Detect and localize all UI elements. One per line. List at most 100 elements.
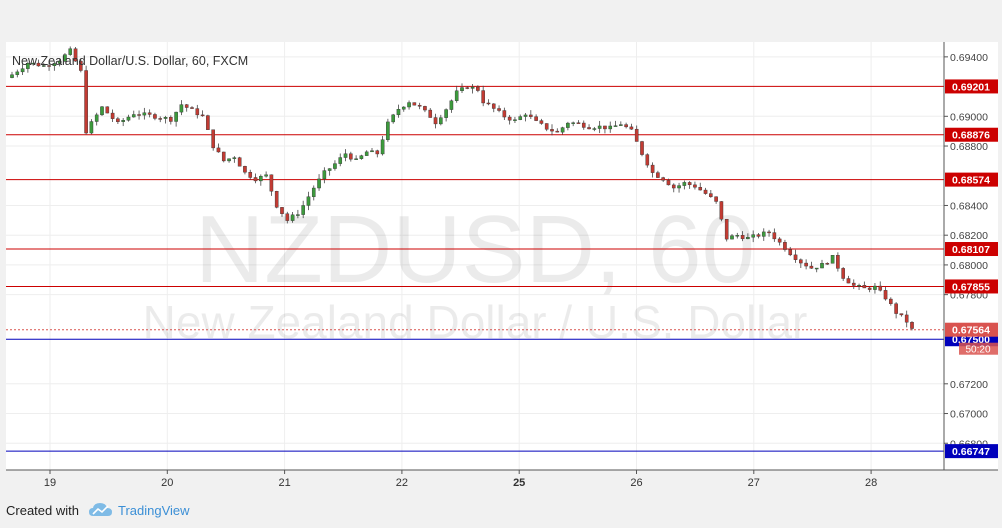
x-tick-label: 20 [161, 477, 173, 489]
candle-body [899, 313, 904, 316]
candle-body [428, 109, 433, 118]
x-tick-label: 22 [396, 477, 408, 489]
candle-body [851, 282, 856, 286]
tradingview-brand-link[interactable]: TradingView [118, 503, 190, 518]
candle-body [391, 114, 395, 123]
candle-body [184, 104, 189, 108]
candle-body [576, 122, 581, 124]
candle-body [15, 71, 20, 75]
candle-body [714, 196, 718, 202]
candle-body [243, 166, 247, 173]
footer: Created with TradingView [0, 494, 1002, 528]
candle-body [465, 87, 470, 89]
candle-body [317, 178, 321, 189]
candle-body [285, 213, 290, 221]
candle-body [857, 285, 861, 287]
candle-body [386, 121, 390, 140]
candle-body [486, 102, 491, 105]
candle-body [820, 263, 824, 269]
candle-body [470, 86, 475, 89]
level-tag-label: 0.66747 [952, 446, 990, 458]
candle-body [137, 114, 141, 116]
y-tick-label: 0.69000 [950, 111, 988, 123]
candle-body [333, 163, 337, 169]
candle-body [274, 191, 279, 208]
candle-body [153, 114, 157, 119]
candle-body [846, 278, 851, 284]
candle-body [10, 74, 14, 78]
candle-body [809, 265, 814, 269]
candle-body [587, 127, 591, 130]
candle-body [825, 263, 830, 265]
candle-body [142, 112, 147, 116]
countdown-tag [959, 342, 998, 355]
x-tick-label: 21 [278, 477, 290, 489]
price-chart[interactable]: NZDUSD, 60 New Zealand Dollar / U.S. Dol… [0, 0, 1002, 494]
candle-body [47, 65, 51, 67]
grid [6, 42, 944, 470]
candle-body [698, 187, 703, 191]
tradingview-cloud-icon[interactable] [88, 501, 114, 519]
candle-body [301, 205, 305, 215]
candle-body [814, 267, 819, 270]
candle-body [433, 117, 438, 125]
candle-body [534, 116, 538, 121]
candle-body [878, 285, 883, 291]
candle-body [131, 114, 136, 118]
candle-body [163, 117, 168, 119]
level-tag-label: 0.67855 [952, 281, 990, 293]
candle-body [52, 63, 57, 67]
candle-body [904, 314, 909, 323]
candle-body [693, 184, 697, 188]
plot-area [6, 42, 944, 470]
candle-body [253, 177, 258, 182]
price-axis-level-labels: 0.69201 0.68876 0.68574 0.68107 0.67855 0.675… [945, 79, 998, 459]
candle-body [100, 106, 104, 116]
candle-body [624, 124, 628, 128]
candle-body [491, 103, 496, 109]
x-tick-label: 25 [513, 477, 525, 489]
candle-body [460, 87, 464, 92]
candle-body [280, 207, 284, 214]
candle-body [629, 126, 634, 130]
candle-body [889, 298, 893, 304]
candle-body [566, 122, 570, 128]
candle-body [26, 63, 30, 69]
candle-body [603, 125, 607, 130]
candle-body [306, 196, 311, 206]
candle-body [709, 193, 713, 197]
candle-body [640, 141, 644, 155]
candle-body [481, 90, 485, 104]
candle-body [772, 232, 777, 240]
candle-body [89, 121, 94, 134]
candle-body [767, 231, 771, 234]
candle-body [761, 231, 766, 237]
level-tag [945, 242, 998, 257]
candle-body [423, 106, 427, 111]
candle-body [105, 106, 110, 114]
candle-body [703, 189, 708, 194]
candle-body [671, 184, 676, 189]
candle-body [354, 158, 358, 160]
candle-body [211, 129, 215, 149]
candle-body [269, 174, 274, 192]
candle-body [497, 108, 501, 111]
candle-body [682, 182, 687, 186]
candle-body [687, 182, 692, 186]
level-tag-label: 0.68107 [952, 244, 990, 256]
candle-body [539, 120, 544, 124]
candle-body [592, 128, 597, 130]
candle-body [216, 147, 221, 153]
level-tag [945, 127, 998, 142]
candle-body [560, 127, 565, 133]
candle-body [777, 238, 782, 243]
candle-body [322, 170, 327, 180]
candle-body [349, 153, 353, 160]
y-tick-label: 0.68800 [950, 141, 988, 153]
candle-body [417, 104, 422, 107]
candle-body [343, 153, 348, 158]
candle-body [597, 125, 602, 129]
candle-body [645, 154, 650, 166]
candle-body [327, 168, 332, 171]
x-tick-label: 26 [630, 477, 642, 489]
